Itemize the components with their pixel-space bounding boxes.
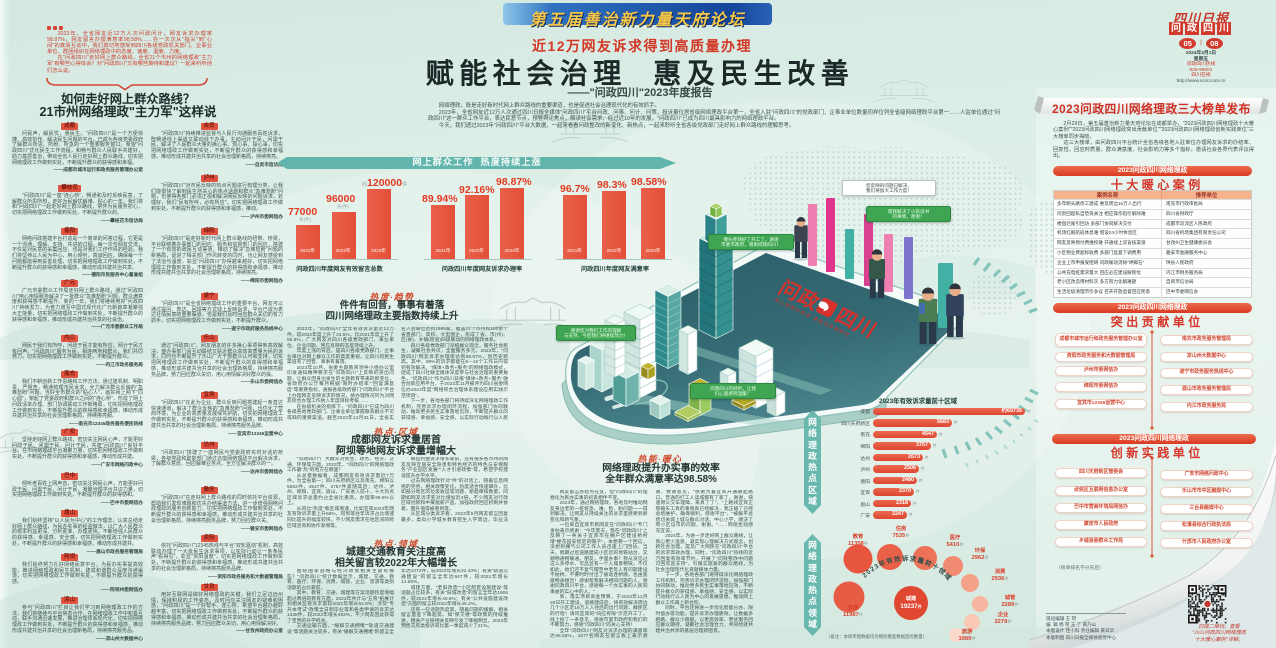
svg-text:2023年有效诉求量前十领域: 2023年有效诉求量前十领域	[861, 554, 954, 583]
svg-text:城建: 城建	[906, 594, 917, 602]
svg-text:19237件: 19237件	[900, 603, 921, 610]
